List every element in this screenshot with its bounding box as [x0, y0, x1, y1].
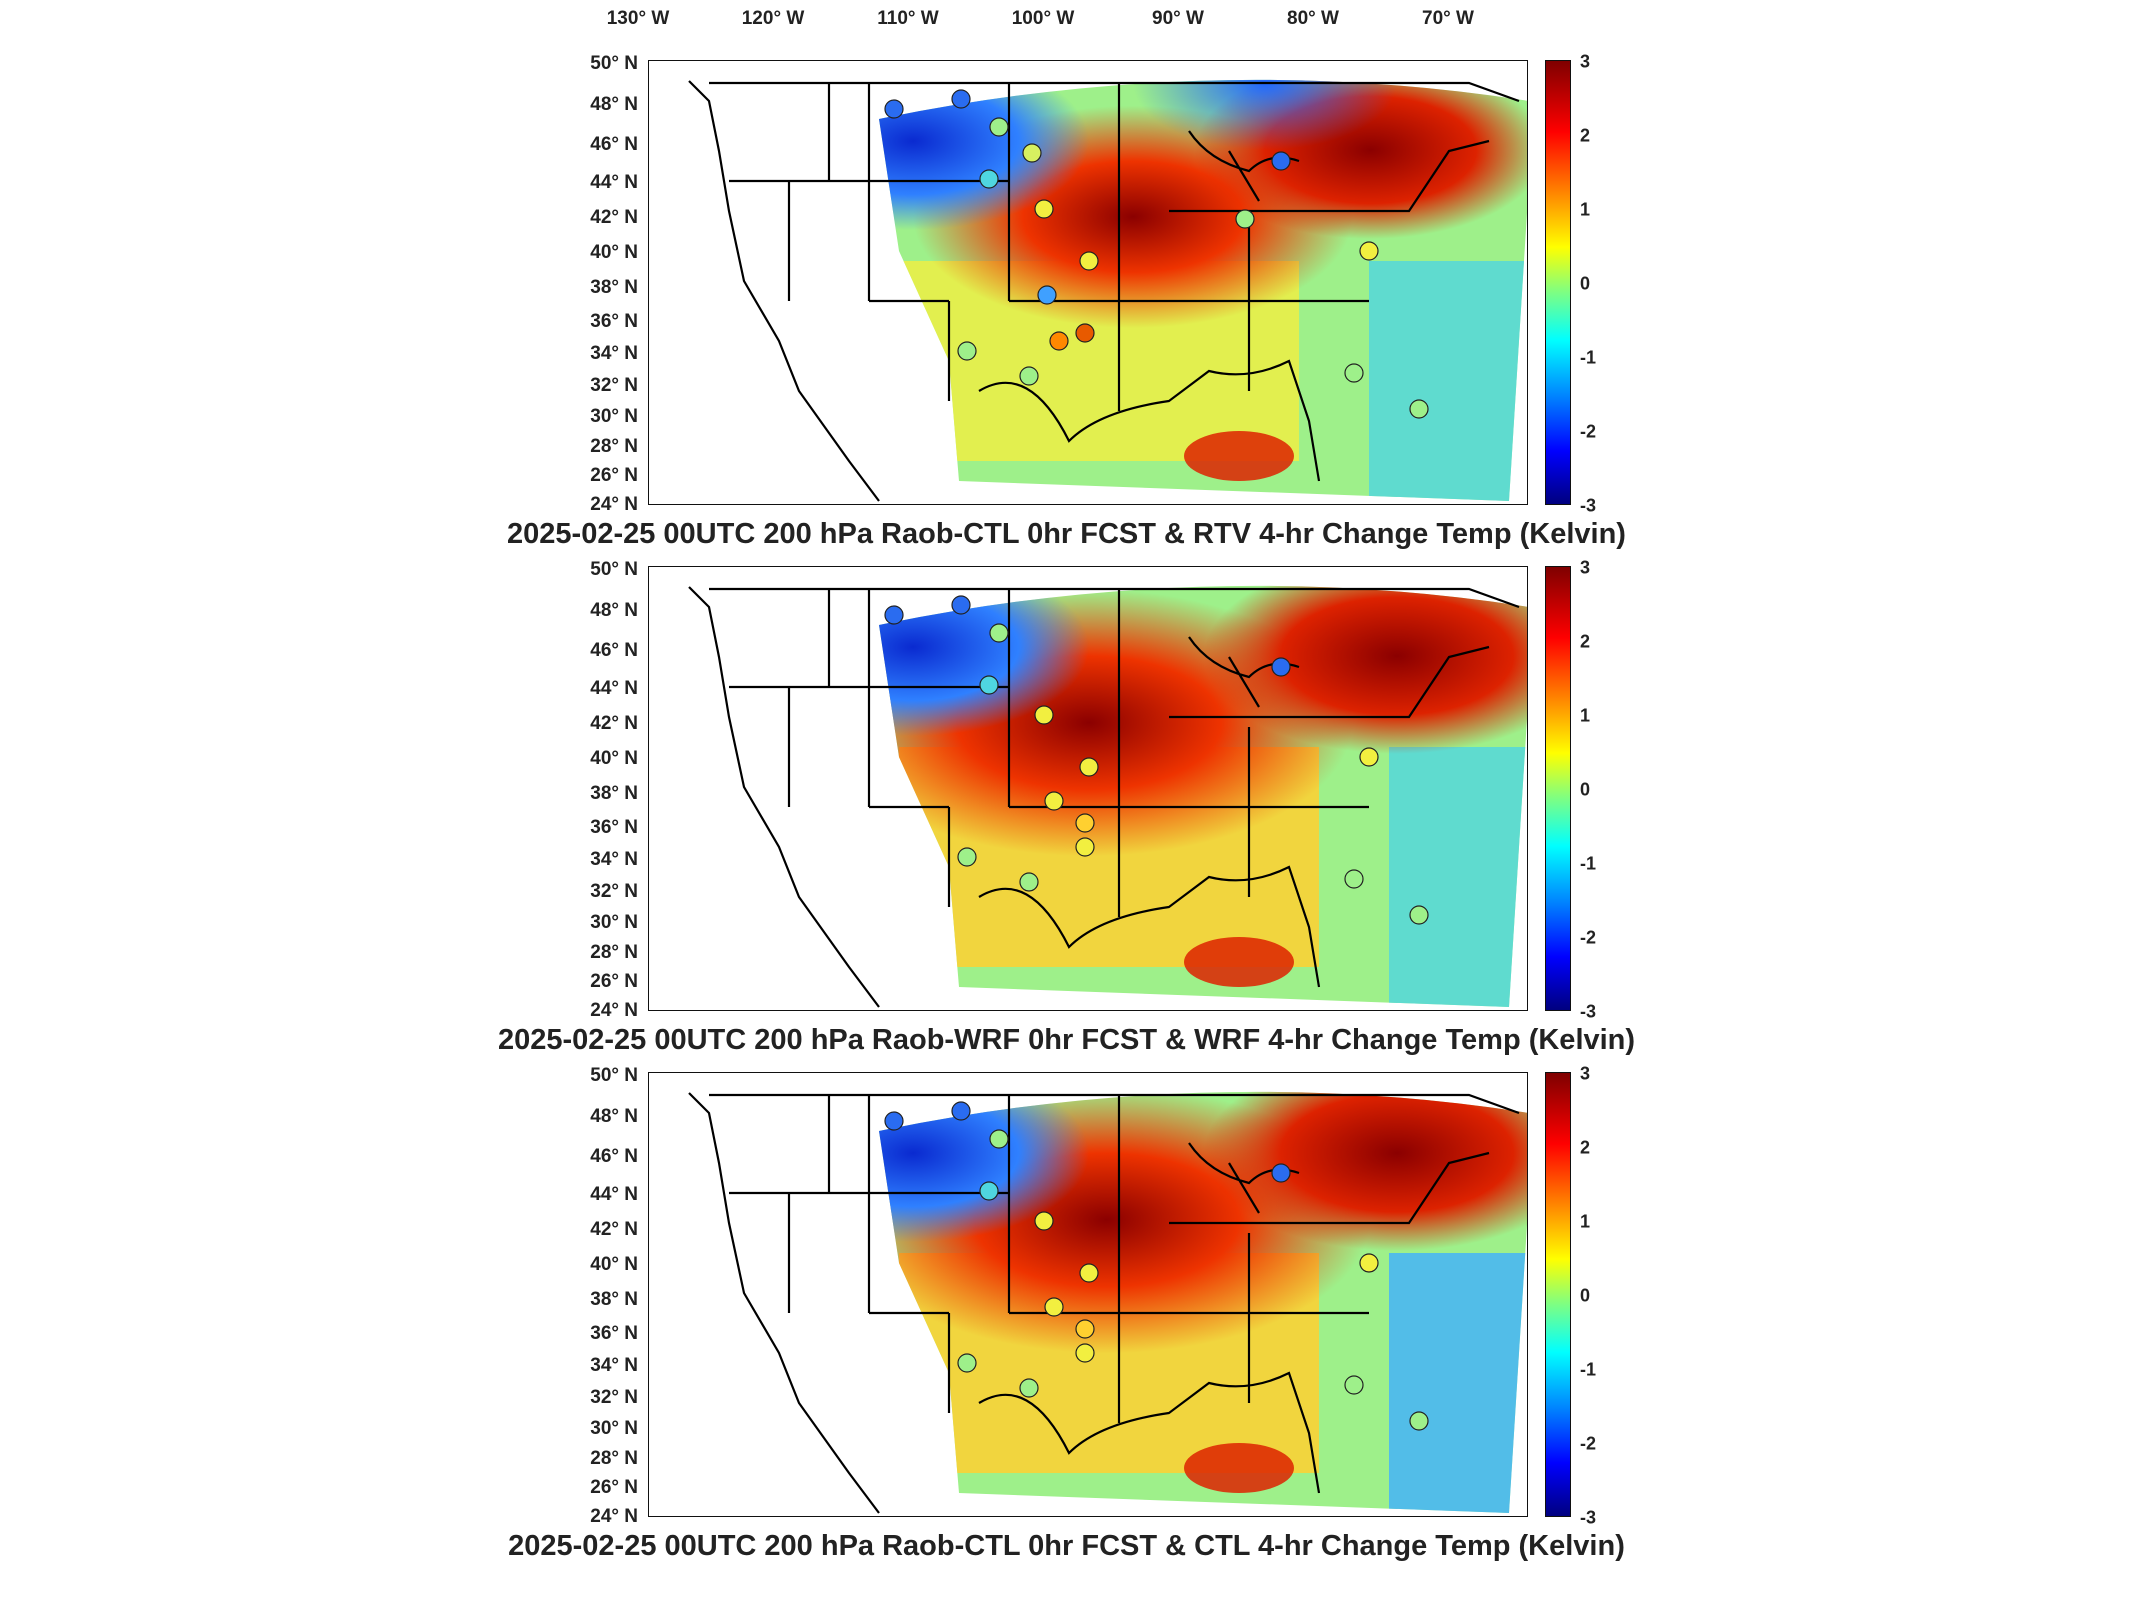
map-panel-3: 50° N 48° N 46° N 44° N 42° N 40° N 38° … — [0, 1064, 2133, 1582]
lat-label: 48° N — [590, 600, 638, 621]
map-plot-area — [648, 60, 1528, 505]
colorbar — [1545, 60, 1571, 505]
colorbar-tick: -3 — [1580, 495, 1597, 516]
lat-label: 26° N — [590, 1477, 638, 1498]
lat-label: 36° N — [590, 1323, 638, 1344]
colorbar-tick: 1 — [1580, 705, 1591, 726]
lat-label: 42° N — [590, 207, 638, 228]
lat-label: 24° N — [590, 1000, 638, 1021]
lat-label: 24° N — [590, 494, 638, 515]
lat-label: 36° N — [590, 311, 638, 332]
colorbar-tick: 2 — [1580, 125, 1591, 146]
colorbar-tick: -3 — [1580, 1507, 1597, 1528]
panel-title: 2025-02-25 00UTC 200 hPa Raob-WRF 0hr FC… — [497, 1024, 1636, 1056]
lat-label: 24° N — [590, 1506, 638, 1527]
lat-label: 30° N — [590, 1418, 638, 1439]
map-panel-2: 50° N 48° N 46° N 44° N 42° N 40° N 38° … — [0, 558, 2133, 1076]
lat-label: 50° N — [590, 1065, 638, 1086]
colorbar-tick: -1 — [1580, 347, 1597, 368]
lat-label: 36° N — [590, 817, 638, 838]
lat-label: 40° N — [590, 1254, 638, 1275]
colorbar-tick: -2 — [1580, 1433, 1597, 1454]
map-plot-area — [648, 1072, 1528, 1517]
lat-label: 38° N — [590, 783, 638, 804]
lat-label: 42° N — [590, 1219, 638, 1240]
lat-label: 38° N — [590, 1289, 638, 1310]
lon-label: 70° W — [1422, 8, 1474, 29]
colorbar-tick: 2 — [1580, 1137, 1591, 1158]
temperature-field-map — [688, 585, 1527, 1008]
colorbar-tick: 0 — [1580, 273, 1591, 294]
lat-label: 48° N — [590, 1106, 638, 1127]
map-plot-area — [648, 566, 1528, 1011]
lat-label: 28° N — [590, 436, 638, 457]
lon-label: 130° W — [606, 8, 670, 29]
map-panel-1: 50° N 48° N 46° N 44° N 42° N 40° N 38° … — [0, 52, 2133, 570]
lat-label: 38° N — [590, 277, 638, 298]
colorbar-tick: -2 — [1580, 927, 1597, 948]
lon-label: 120° W — [741, 8, 805, 29]
lat-label: 40° N — [590, 242, 638, 263]
temperature-field-map — [688, 79, 1527, 502]
lat-label: 42° N — [590, 713, 638, 734]
lat-label: 44° N — [590, 678, 638, 699]
lat-label: 28° N — [590, 942, 638, 963]
lat-label: 46° N — [590, 134, 638, 155]
lon-label: 90° W — [1152, 8, 1204, 29]
colorbar — [1545, 1072, 1571, 1517]
colorbar-tick: 3 — [1580, 51, 1591, 72]
lat-label: 32° N — [590, 1387, 638, 1408]
colorbar-tick: -3 — [1580, 1001, 1597, 1022]
lat-label: 46° N — [590, 1146, 638, 1167]
colorbar-tick: -1 — [1580, 853, 1597, 874]
colorbar-tick: 3 — [1580, 557, 1591, 578]
colorbar-tick: 0 — [1580, 1285, 1591, 1306]
lon-label: 110° W — [877, 8, 939, 29]
lat-label: 26° N — [590, 465, 638, 486]
lat-label: 32° N — [590, 375, 638, 396]
longitude-axis-labels: 130° W 120° W 110° W 100° W 90° W 80° W … — [0, 0, 2133, 50]
lat-label: 48° N — [590, 94, 638, 115]
panel-title: 2025-02-25 00UTC 200 hPa Raob-CTL 0hr FC… — [507, 518, 1626, 550]
lat-label: 40° N — [590, 748, 638, 769]
lat-label: 50° N — [590, 53, 638, 74]
temperature-field-map — [688, 1091, 1527, 1514]
lat-label: 28° N — [590, 1448, 638, 1469]
lat-label: 32° N — [590, 881, 638, 902]
lat-label: 34° N — [590, 849, 638, 870]
lat-label: 34° N — [590, 1355, 638, 1376]
colorbar — [1545, 566, 1571, 1011]
colorbar-tick: 1 — [1580, 199, 1591, 220]
lat-label: 30° N — [590, 912, 638, 933]
lat-label: 50° N — [590, 559, 638, 580]
colorbar-tick: -2 — [1580, 421, 1597, 442]
colorbar-tick: 1 — [1580, 1211, 1591, 1232]
lon-label: 80° W — [1287, 8, 1339, 29]
lat-label: 44° N — [590, 1184, 638, 1205]
lat-label: 46° N — [590, 640, 638, 661]
panel-title: 2025-02-25 00UTC 200 hPa Raob-CTL 0hr FC… — [508, 1530, 1625, 1562]
lat-label: 34° N — [590, 343, 638, 364]
lon-label: 100° W — [1011, 8, 1075, 29]
lat-label: 44° N — [590, 172, 638, 193]
colorbar-tick: 2 — [1580, 631, 1591, 652]
lat-label: 30° N — [590, 406, 638, 427]
colorbar-tick: 3 — [1580, 1063, 1591, 1084]
colorbar-tick: -1 — [1580, 1359, 1597, 1380]
lat-label: 26° N — [590, 971, 638, 992]
colorbar-tick: 0 — [1580, 779, 1591, 800]
